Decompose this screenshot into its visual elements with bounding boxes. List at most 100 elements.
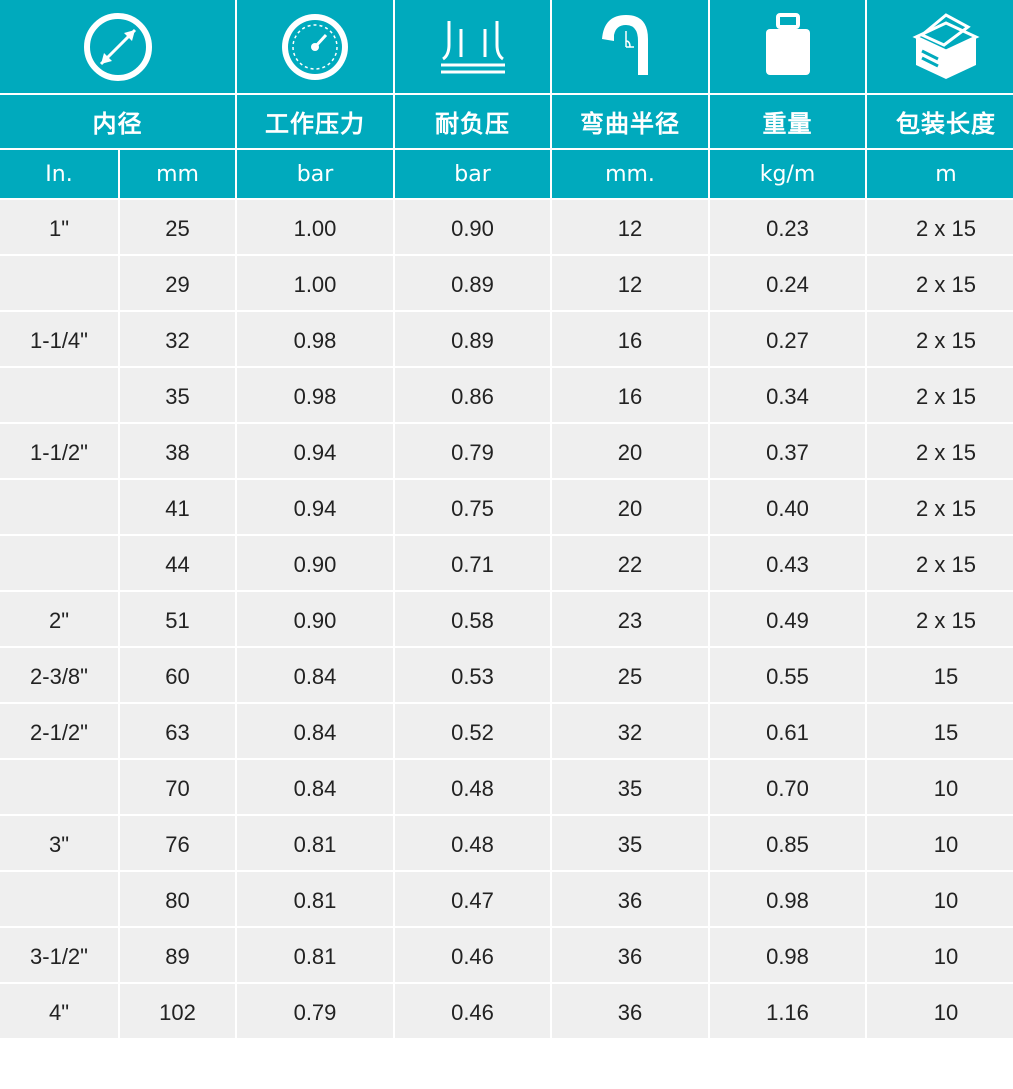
cell-working-pressure: 0.81 <box>237 928 393 982</box>
cell-mm: 76 <box>120 816 235 870</box>
cell-working-pressure: 0.90 <box>237 592 393 646</box>
cell-inch <box>0 760 118 814</box>
cell-bend-radius: 32 <box>552 704 708 758</box>
pressure-gauge-icon <box>237 0 393 93</box>
cell-working-pressure: 1.00 <box>237 200 393 254</box>
unit-working-pressure: bar <box>237 150 393 198</box>
cell-inch: 3" <box>0 816 118 870</box>
header-weight: 重量 <box>710 95 865 148</box>
cell-bend-radius: 35 <box>552 816 708 870</box>
cell-vacuum: 0.48 <box>395 816 550 870</box>
cell-package-length: 2 x 15 <box>867 480 1013 534</box>
cell-inch: 1" <box>0 200 118 254</box>
cell-package-length: 2 x 15 <box>867 312 1013 366</box>
cell-mm: 70 <box>120 760 235 814</box>
cell-mm: 51 <box>120 592 235 646</box>
cell-bend-radius: 12 <box>552 256 708 310</box>
cell-weight: 0.70 <box>710 760 865 814</box>
cell-weight: 0.37 <box>710 424 865 478</box>
cell-vacuum: 0.48 <box>395 760 550 814</box>
cell-inch: 2-1/2" <box>0 704 118 758</box>
cell-weight: 0.98 <box>710 872 865 926</box>
cell-mm: 38 <box>120 424 235 478</box>
header-vacuum: 耐负压 <box>395 95 550 148</box>
cell-package-length: 2 x 15 <box>867 200 1013 254</box>
header-inner-diameter: 内径 <box>0 95 235 148</box>
cell-weight: 0.43 <box>710 536 865 590</box>
cell-bend-radius: 36 <box>552 872 708 926</box>
cell-bend-radius: 35 <box>552 760 708 814</box>
cell-package-length: 10 <box>867 760 1013 814</box>
package-box-icon <box>867 0 1013 93</box>
cell-weight: 0.61 <box>710 704 865 758</box>
cell-working-pressure: 0.84 <box>237 760 393 814</box>
cell-vacuum: 0.89 <box>395 312 550 366</box>
cell-mm: 29 <box>120 256 235 310</box>
cell-working-pressure: 0.90 <box>237 536 393 590</box>
cell-mm: 32 <box>120 312 235 366</box>
cell-weight: 0.24 <box>710 256 865 310</box>
cell-working-pressure: 1.00 <box>237 256 393 310</box>
cell-bend-radius: 36 <box>552 928 708 982</box>
weight-icon <box>710 0 865 93</box>
cell-inch: 2" <box>0 592 118 646</box>
cell-mm: 44 <box>120 536 235 590</box>
cell-bend-radius: 22 <box>552 536 708 590</box>
cell-weight: 0.55 <box>710 648 865 702</box>
cell-inch <box>0 872 118 926</box>
header-bend-radius: 弯曲半径 <box>552 95 708 148</box>
cell-working-pressure: 0.94 <box>237 480 393 534</box>
vacuum-icon <box>395 0 550 93</box>
cell-weight: 0.34 <box>710 368 865 422</box>
cell-inch: 1-1/2" <box>0 424 118 478</box>
cell-package-length: 10 <box>867 928 1013 982</box>
cell-vacuum: 0.53 <box>395 648 550 702</box>
cell-mm: 35 <box>120 368 235 422</box>
cell-weight: 0.23 <box>710 200 865 254</box>
cell-package-length: 2 x 15 <box>867 368 1013 422</box>
cell-inch: 1-1/4" <box>0 312 118 366</box>
cell-vacuum: 0.79 <box>395 424 550 478</box>
unit-bend-radius: mm. <box>552 150 708 198</box>
cell-working-pressure: 0.81 <box>237 872 393 926</box>
cell-package-length: 2 x 15 <box>867 592 1013 646</box>
cell-mm: 63 <box>120 704 235 758</box>
cell-working-pressure: 0.98 <box>237 312 393 366</box>
cell-vacuum: 0.46 <box>395 984 550 1038</box>
unit-package-length: m <box>867 150 1013 198</box>
cell-package-length: 10 <box>867 816 1013 870</box>
cell-bend-radius: 36 <box>552 984 708 1038</box>
cell-inch <box>0 480 118 534</box>
cell-mm: 60 <box>120 648 235 702</box>
bend-radius-icon <box>552 0 708 93</box>
unit-mm: mm <box>120 150 235 198</box>
cell-vacuum: 0.75 <box>395 480 550 534</box>
cell-package-length: 2 x 15 <box>867 536 1013 590</box>
cell-vacuum: 0.58 <box>395 592 550 646</box>
cell-bend-radius: 23 <box>552 592 708 646</box>
cell-package-length: 2 x 15 <box>867 424 1013 478</box>
cell-bend-radius: 16 <box>552 312 708 366</box>
cell-inch: 4" <box>0 984 118 1038</box>
cell-vacuum: 0.89 <box>395 256 550 310</box>
cell-working-pressure: 0.84 <box>237 648 393 702</box>
cell-working-pressure: 0.81 <box>237 816 393 870</box>
header-working-pressure: 工作压力 <box>237 95 393 148</box>
cell-inch <box>0 536 118 590</box>
cell-bend-radius: 20 <box>552 424 708 478</box>
cell-inch: 2-3/8" <box>0 648 118 702</box>
cell-package-length: 10 <box>867 984 1013 1038</box>
unit-weight: kg/m <box>710 150 865 198</box>
cell-mm: 41 <box>120 480 235 534</box>
cell-vacuum: 0.47 <box>395 872 550 926</box>
cell-weight: 0.40 <box>710 480 865 534</box>
unit-inches: In. <box>0 150 118 198</box>
cell-bend-radius: 25 <box>552 648 708 702</box>
cell-package-length: 15 <box>867 648 1013 702</box>
cell-working-pressure: 0.79 <box>237 984 393 1038</box>
cell-working-pressure: 0.94 <box>237 424 393 478</box>
cell-vacuum: 0.52 <box>395 704 550 758</box>
cell-weight: 0.98 <box>710 928 865 982</box>
cell-vacuum: 0.90 <box>395 200 550 254</box>
cell-bend-radius: 16 <box>552 368 708 422</box>
